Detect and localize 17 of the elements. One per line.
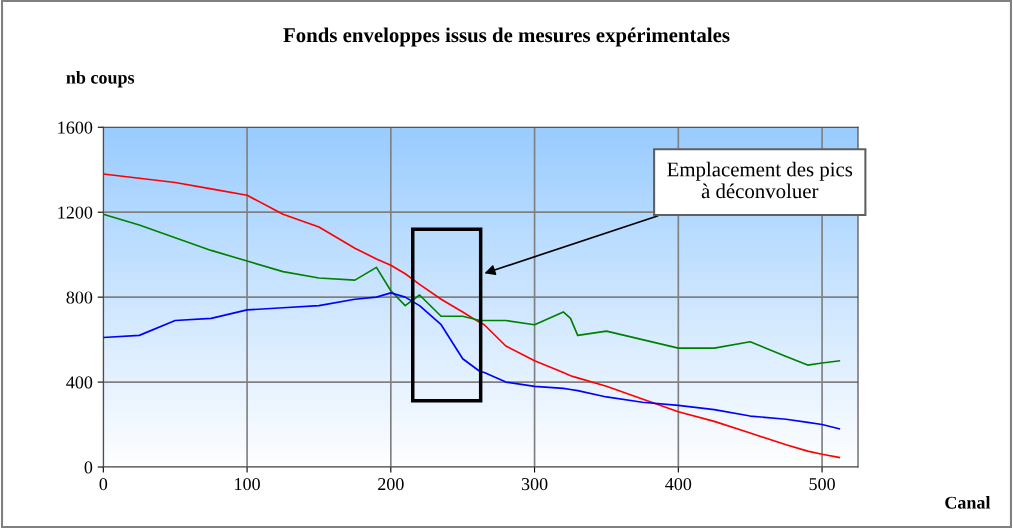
- x-tick-label: 0: [99, 477, 108, 491]
- annotation: Emplacement des pics à déconvoluer: [667, 161, 853, 199]
- chart-title: Fonds enveloppes issus de mesures expérimentales: [283, 27, 730, 47]
- line-series: [103, 213, 841, 366]
- y-tick-label: 400: [66, 376, 93, 389]
- x-tick-label: 100: [235, 477, 260, 491]
- y-tick-label: 1200: [58, 206, 93, 219]
- x-axis-title: Canal: [945, 496, 991, 509]
- y-tick-label: 0: [84, 461, 93, 474]
- x-tick-label: 200: [378, 477, 404, 491]
- line-series: [103, 292, 841, 430]
- y-tick-label: 800: [66, 291, 93, 304]
- x-tick-label: 500: [809, 477, 835, 491]
- y-tick-label: 1600: [58, 121, 93, 134]
- x-tick-label: 300: [521, 477, 548, 491]
- x-tick-label: 400: [665, 477, 692, 491]
- y-axis-title: nb coups: [66, 71, 135, 88]
